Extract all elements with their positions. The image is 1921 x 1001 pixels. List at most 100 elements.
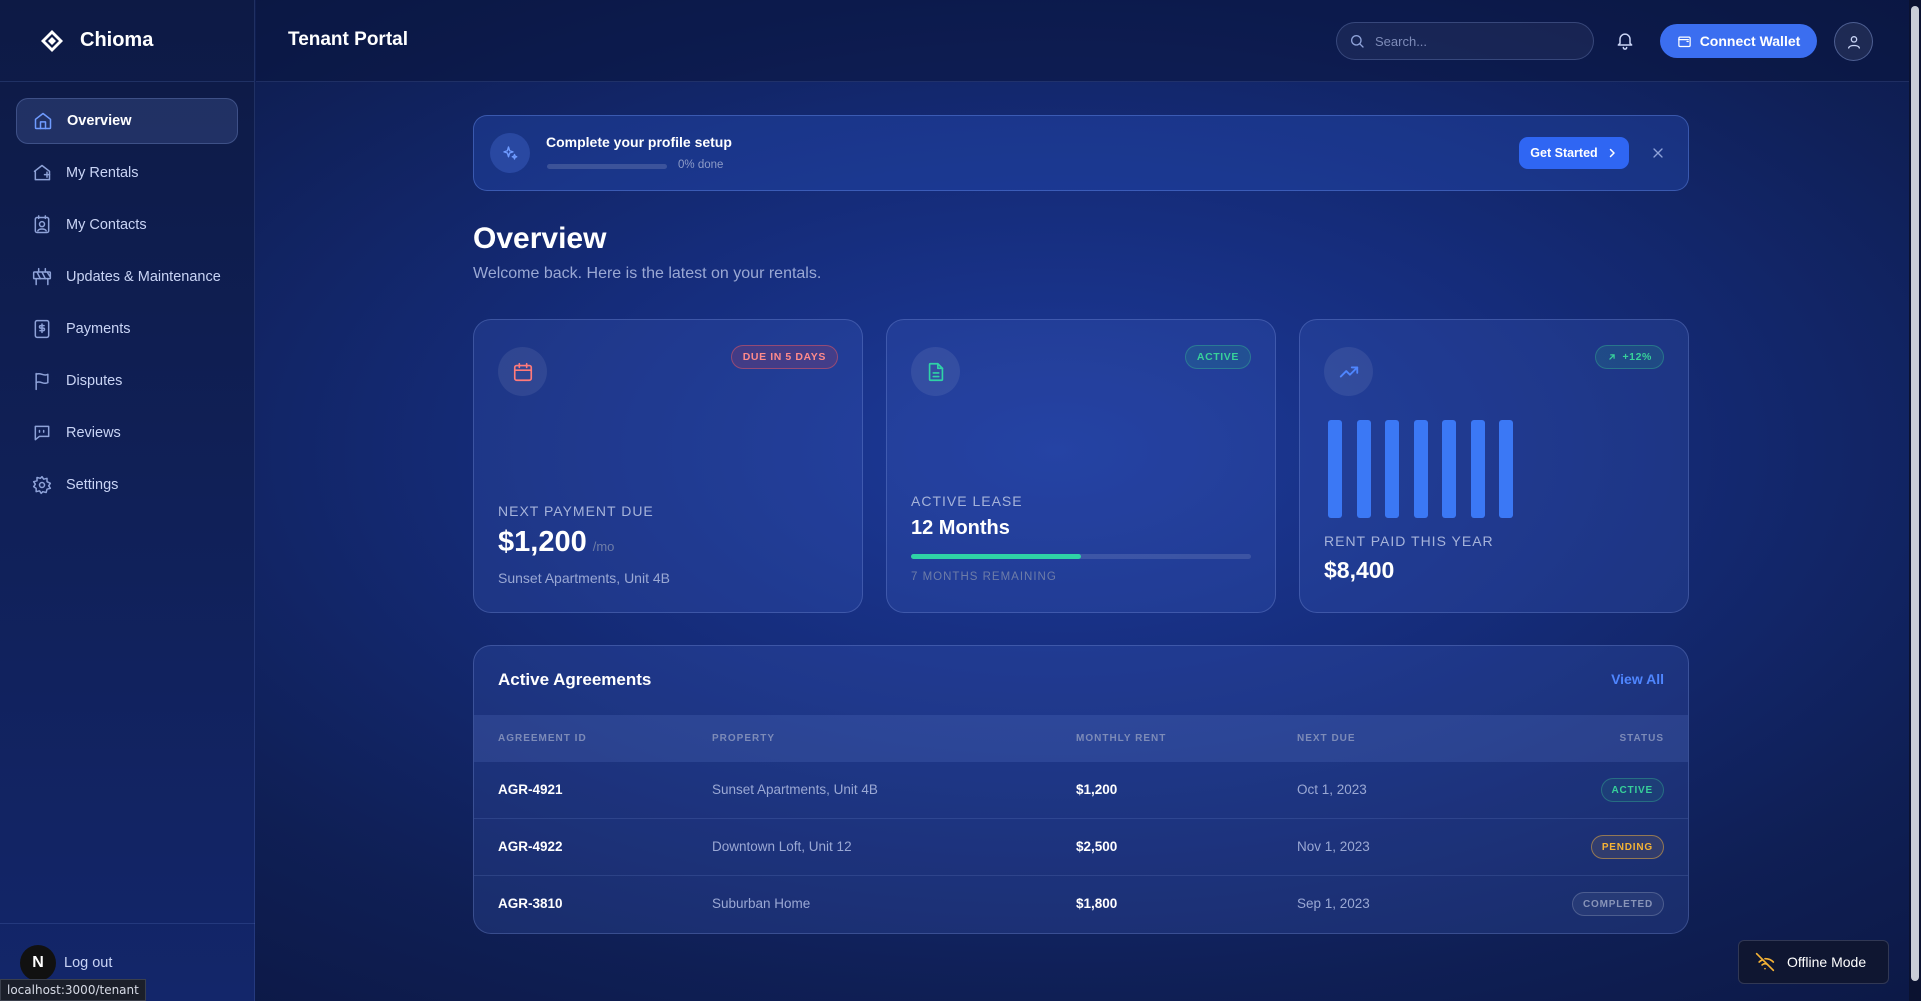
close-icon[interactable] [1650,145,1666,161]
sidebar-item-label: Disputes [66,373,123,389]
rent-bar [1442,420,1456,518]
sidebar-item-payments[interactable]: Payments [16,306,238,352]
payment-unit: /mo [592,539,615,554]
active-lease-card[interactable]: ACTIVE ACTIVE LEASE 12 Months 7 MONTHS R… [886,319,1276,613]
sidebar-item-my-rentals[interactable]: My Rentals [16,150,238,196]
lease-duration: 12 Months [911,517,1010,539]
page-subtitle: Welcome back. Here is the latest on your… [473,265,822,282]
card-label: RENT PAID THIS YEAR [1324,533,1494,549]
status-badge: DUE IN 5 DAYS [730,345,838,369]
sidebar-item-my-contacts[interactable]: My Contacts [16,202,238,248]
next-payment-card[interactable]: DUE IN 5 DAYS NEXT PAYMENT DUE $1,200/mo… [473,319,863,613]
rent-bars [1328,420,1518,518]
rent-bar [1470,420,1485,518]
user-avatar-button[interactable] [1834,22,1873,61]
get-started-label: Get Started [1530,146,1598,160]
url-tooltip: localhost:3000/tenant [0,979,146,1001]
calendar-icon-wrap [498,347,547,396]
review-icon [34,425,50,441]
payment-amount: $1,200/mo [498,526,614,559]
get-started-button[interactable]: Get Started [1519,137,1629,169]
card-label: NEXT PAYMENT DUE [498,503,654,519]
agreement-due: Nov 1, 2023 [1297,839,1370,854]
profile-progress-text: 0% done [678,159,724,171]
brand[interactable]: Chioma [0,0,254,82]
lease-progress-bar [911,554,1251,559]
agreement-id: AGR-3810 [498,896,563,911]
status-badge: PENDING [1590,835,1664,859]
sidebar-item-settings[interactable]: Settings [16,462,238,508]
status-badge: ACTIVE [1184,345,1251,369]
agreement-rent: $2,500 [1076,839,1118,854]
offline-mode-button[interactable]: Offline Mode [1738,940,1889,984]
agreement-rent: $1,800 [1076,896,1118,911]
lease-remaining: 7 MONTHS REMAINING [911,571,1057,583]
home-icon [34,112,52,130]
avatar[interactable]: N [20,944,56,981]
bell-icon[interactable] [1615,30,1635,50]
sidebar-item-label: My Rentals [66,165,139,181]
banner-title: Complete your profile setup [546,134,732,150]
chevron-right-icon [1609,148,1615,158]
agreement-property: Downtown Loft, Unit 12 [712,839,852,854]
search-box[interactable] [1336,22,1594,60]
sidebar: Chioma Overview My Rentals My Contacts U… [0,0,255,1001]
sidebar-footer: N Log out [0,923,255,1001]
status-badge: COMPLETED [1572,892,1664,916]
active-agreements-table: Active Agreements View All AGREEMENT ID … [473,645,1689,934]
sidebar-item-label: Reviews [66,425,121,441]
growth-value: +12% [1622,351,1652,363]
search-input[interactable] [1375,33,1575,49]
table-row[interactable]: AGR-3810 Suburban Home $1,800 Sep 1, 202… [474,876,1688,933]
status-badge: ACTIVE [1600,778,1664,802]
agreement-rent: $1,200 [1076,782,1118,797]
table-title: Active Agreements [498,670,652,689]
sidebar-item-disputes[interactable]: Disputes [16,358,238,404]
rent-paid-amount: $8,400 [1324,557,1395,583]
sidebar-item-reviews[interactable]: Reviews [16,410,238,456]
payment-amount-value: $1,200 [498,526,587,558]
sidebar-item-label: Updates & Maintenance [66,269,221,285]
trending-up-icon [1339,366,1358,377]
sidebar-item-label: Overview [67,113,132,129]
table-row[interactable]: AGR-4921 Sunset Apartments, Unit 4B $1,2… [474,762,1688,819]
sidebar-nav: Overview My Rentals My Contacts Updates … [0,82,254,530]
sparkles-icon-wrap [490,133,530,173]
gear-icon [32,475,52,495]
receipt-dollar-icon [34,319,50,339]
diamond-logo-icon [41,29,63,52]
top-header: Tenant Portal Connect Wallet [256,0,1909,82]
logout-link[interactable]: Log out [64,954,113,971]
rent-paid-card[interactable]: +12% RENT PAID THIS YEAR $8,400 [1299,319,1689,613]
agreement-due: Sep 1, 2023 [1297,896,1370,911]
rent-bar [1328,420,1342,518]
col-agreement-id[interactable]: AGREEMENT ID [498,733,587,744]
sparkles-icon [503,146,518,160]
table-row[interactable]: AGR-4922 Downtown Loft, Unit 12 $2,500 N… [474,819,1688,876]
construction-icon [32,267,52,286]
col-status[interactable]: STATUS [1619,733,1664,744]
agreement-property: Sunset Apartments, Unit 4B [712,782,878,797]
sidebar-item-label: Settings [66,477,119,493]
rent-bar [1385,420,1399,518]
contact-icon [34,215,50,234]
flag-icon [35,372,49,391]
sidebar-item-overview[interactable]: Overview [16,98,238,144]
connect-wallet-label: Connect Wallet [1699,33,1801,49]
agreement-id: AGR-4922 [498,839,563,854]
search-icon [1351,35,1364,48]
table-header: AGREEMENT ID PROPERTY MONTHLY RENT NEXT … [474,715,1688,762]
col-property[interactable]: PROPERTY [712,733,776,744]
sidebar-item-label: Payments [66,321,131,337]
agreement-due: Oct 1, 2023 [1297,782,1367,797]
col-next-due[interactable]: NEXT DUE [1297,733,1356,744]
col-monthly-rent[interactable]: MONTHLY RENT [1076,733,1167,744]
page-header-title: Tenant Portal [288,29,408,50]
connect-wallet-button[interactable]: Connect Wallet [1660,24,1817,58]
view-all-link[interactable]: View All [1611,671,1664,687]
sidebar-item-updates-maintenance[interactable]: Updates & Maintenance [16,254,238,300]
user-icon [1847,35,1860,49]
scrollbar[interactable] [1909,0,1921,1001]
scrollbar-thumb[interactable] [1911,6,1919,981]
house-plus-icon [33,164,51,181]
